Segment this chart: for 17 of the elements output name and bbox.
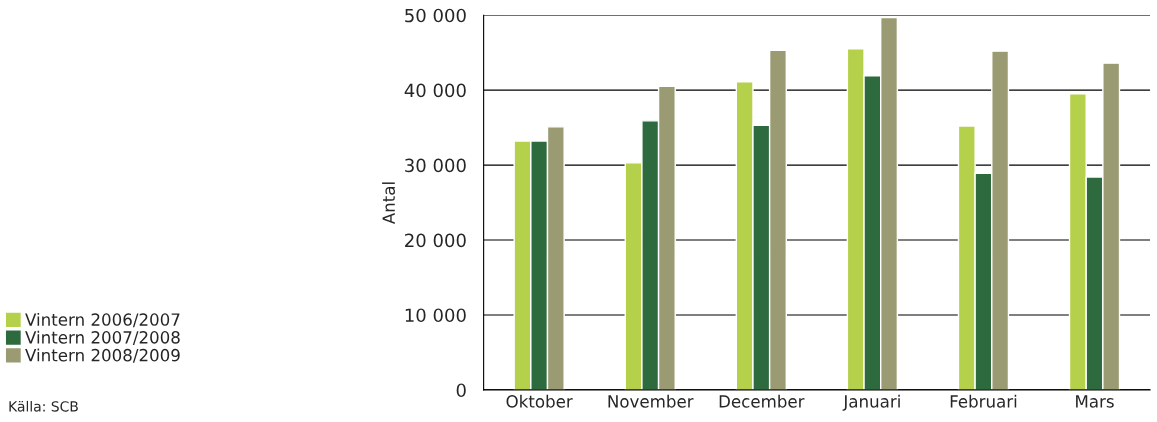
legend-label: Vintern 2008/2009 xyxy=(25,348,180,363)
x-tick-label: November xyxy=(608,394,694,408)
y-tick-label: 50 000 xyxy=(405,8,466,23)
x-tick-label: Januari xyxy=(842,394,900,411)
text: Källa: SCB xyxy=(9,400,78,412)
x-tick-label: Februari xyxy=(950,394,1017,408)
y-tick-label: 10 000 xyxy=(405,308,466,323)
x-tick-label: December xyxy=(719,394,805,408)
legend-label: Vintern 2006/2007 xyxy=(25,312,180,328)
y-tick-label: 40 000 xyxy=(404,83,466,98)
x-tick-label: Oktober xyxy=(506,394,573,408)
y-axis-title: Antal xyxy=(382,182,395,225)
x-tick-label: Mars xyxy=(1076,395,1114,408)
y-tick-label: 20 000 xyxy=(405,233,466,248)
y-tick-label: 0 xyxy=(456,383,466,398)
y-tick-label: 30 000 xyxy=(405,158,466,173)
legend-label: Vintern 2007/2008 xyxy=(25,330,180,345)
